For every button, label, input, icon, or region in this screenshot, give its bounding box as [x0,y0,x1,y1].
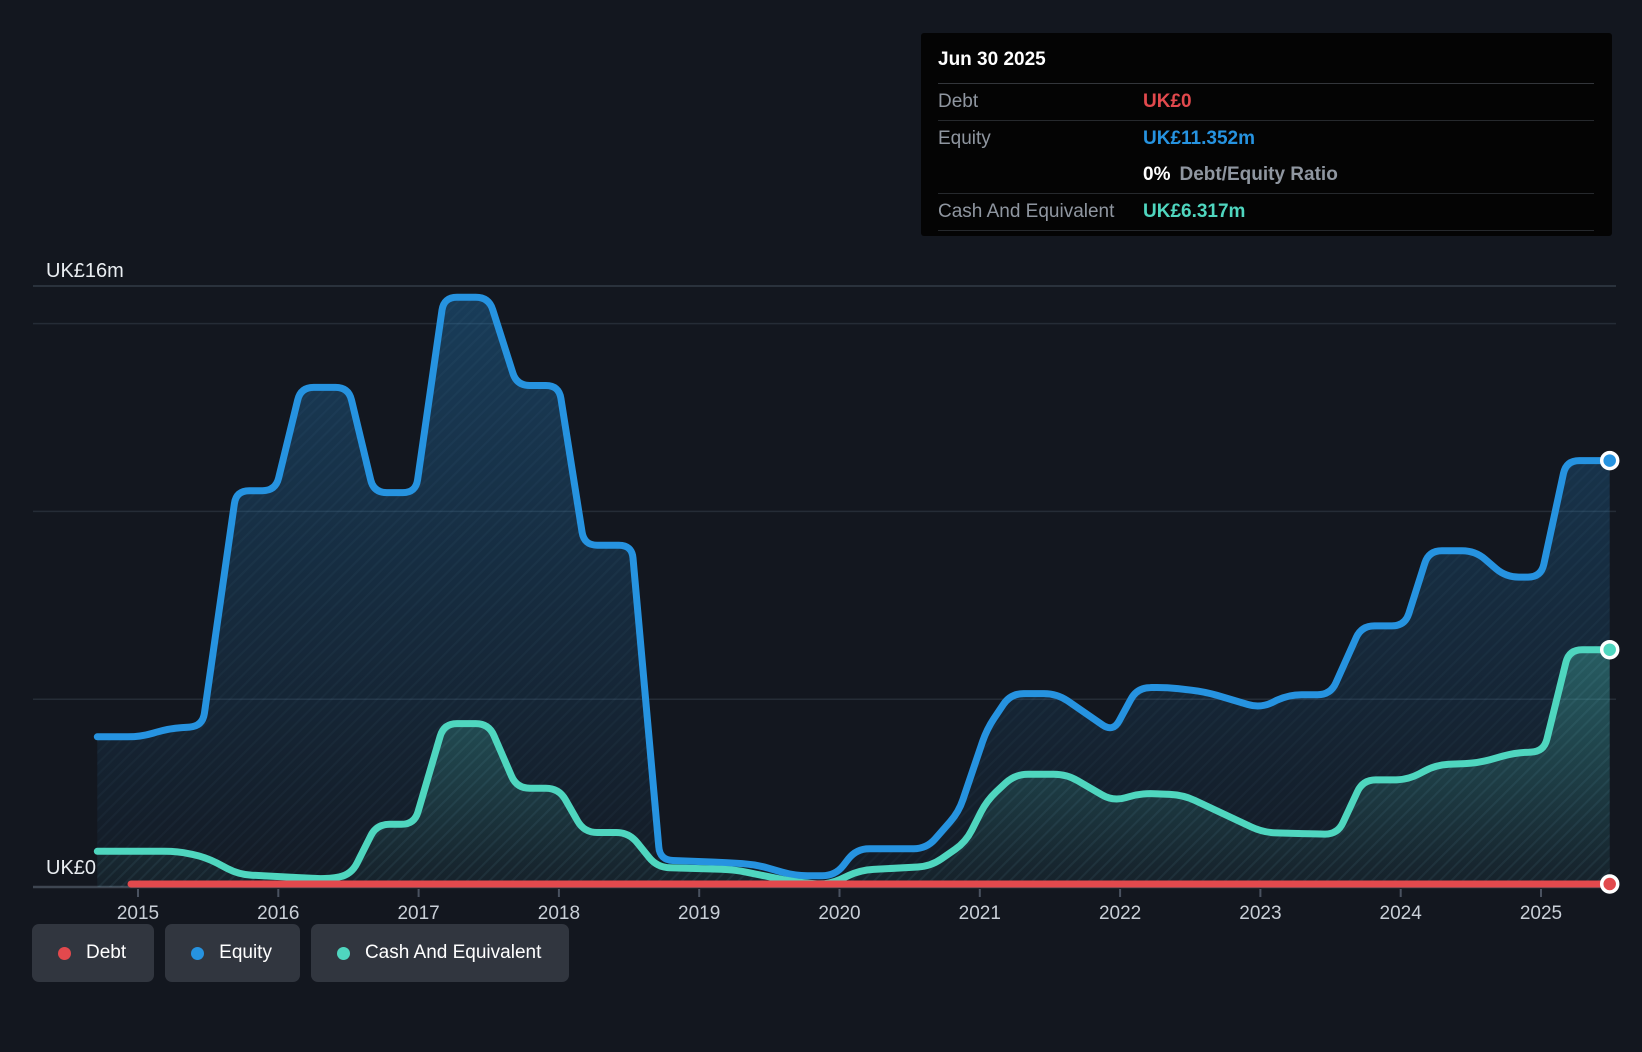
legend-dot-icon [191,946,205,960]
tooltip-row-label: Cash And Equivalent [938,201,1115,222]
cash-and-equivalent-area-hatch [97,649,1610,887]
tooltip-row-value: UK£0 [1143,91,1192,112]
debt-equity-ratio-value: 0% [1143,164,1171,185]
chart-legend: Debt Equity Cash And Equivalent [32,924,570,982]
tooltip-date: Jun 30 2025 [938,33,1594,84]
tooltip-row: 0% Debt/Equity Ratio [938,157,1594,194]
x-axis-label-2015: 2015 [117,903,159,924]
y-axis-zero-label: UK£0 [46,857,96,879]
x-axis-label-2024: 2024 [1380,903,1423,924]
tooltip-row-label: Equity [938,128,991,149]
x-axis-label-2025: 2025 [1520,903,1562,924]
debt-equity-ratio-label: Debt/Equity Ratio [1179,164,1338,185]
x-axis-label-2020: 2020 [818,903,860,924]
x-axis-label-2017: 2017 [397,903,439,924]
legend-label: Equity [219,942,272,963]
legend-label: Cash And Equivalent [364,942,542,963]
x-axis-label-2016: 2016 [257,903,299,924]
equity-endpoint-marker[interactable] [1599,450,1620,471]
legend-item-debt[interactable]: Debt [32,924,155,982]
x-axis-label-2021: 2021 [959,903,1001,924]
legend-dot-icon [58,946,71,960]
tooltip-row-label: Debt [938,91,979,112]
legend-item-equity[interactable]: Equity [165,924,300,982]
tooltip-row-value: UK£11.352m [1143,128,1255,149]
tooltip-row: Cash And Equivalent UK£6.317m [938,194,1594,231]
legend-item-cash-and-equivalent[interactable]: Cash And Equivalent [310,924,570,982]
chart-tooltip: Jun 30 2025 Debt UK£0 Equity UK£11.352m 0% De… [921,33,1612,236]
legend-dot-icon [336,946,350,960]
tooltip-rows: Debt UK£0 Equity UK£11.352m 0% Debt/Equity Ra… [938,84,1594,231]
cash-and-equivalent-endpoint-marker[interactable] [1599,639,1620,660]
x-axis-label-2023: 2023 [1239,903,1281,924]
tooltip-row: Debt UK£0 [938,84,1594,121]
equity-line [93,293,1614,880]
x-axis-label-2022: 2022 [1099,903,1141,924]
y-axis-max-label: UK£16m [46,260,124,282]
tooltip-row-value: UK£6.317m [1143,201,1246,222]
x-axis-label-2019: 2019 [678,903,720,924]
legend-label: Debt [86,942,127,963]
x-axis-label-2018: 2018 [538,903,580,924]
debt-endpoint-marker[interactable] [1599,874,1620,894]
tooltip-row: Equity UK£11.352m [938,121,1594,157]
cash-and-equivalent-line [93,646,1614,888]
